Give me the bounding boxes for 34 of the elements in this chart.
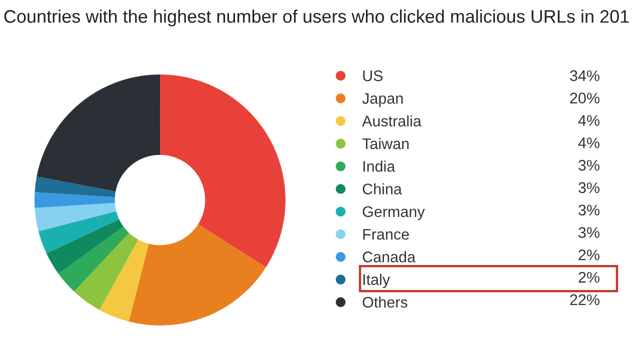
data-label: 3%: [578, 227, 600, 238]
legend-label: Others: [362, 296, 408, 308]
donut-slice: [160, 74, 286, 268]
legend-label: Taiwan: [362, 138, 409, 150]
data-label: 4%: [578, 138, 600, 148]
legend-label: France: [363, 229, 409, 240]
legend-label: Canada: [362, 251, 416, 262]
data-label: 3%: [578, 182, 600, 194]
data-label: 34%: [570, 70, 600, 82]
donut-slice: [74, 232, 138, 310]
donut-slice: [36, 74, 160, 192]
legend-label: Italy: [363, 274, 390, 288]
donut-slice: [128, 224, 266, 326]
data-label: 2%: [578, 272, 600, 283]
donut-slice: [34, 192, 115, 208]
legend-label: Japan: [362, 93, 403, 107]
chart-title: Countries with the highest number of users who clicked malicious URLs in 201: [4, 10, 629, 26]
legend-label: Germany: [362, 206, 425, 220]
donut-slice: [34, 202, 116, 232]
data-label: 2%: [578, 250, 600, 260]
data-label: 4%: [578, 115, 600, 126]
data-label: 3%: [578, 160, 600, 171]
donut-slice: [38, 211, 120, 254]
data-label: 20%: [570, 92, 600, 104]
data-label: 3%: [578, 204, 600, 216]
donut-slice: [34, 176, 116, 198]
data-label: 22%: [570, 294, 600, 306]
legend-label: US: [363, 70, 383, 82]
donut-slice: [46, 219, 124, 274]
legend-label: India: [363, 160, 396, 172]
donut-slice: [100, 240, 149, 322]
donut-slice: [58, 226, 130, 292]
legend-label: Australia: [362, 115, 422, 127]
legend-label: China: [362, 183, 402, 194]
